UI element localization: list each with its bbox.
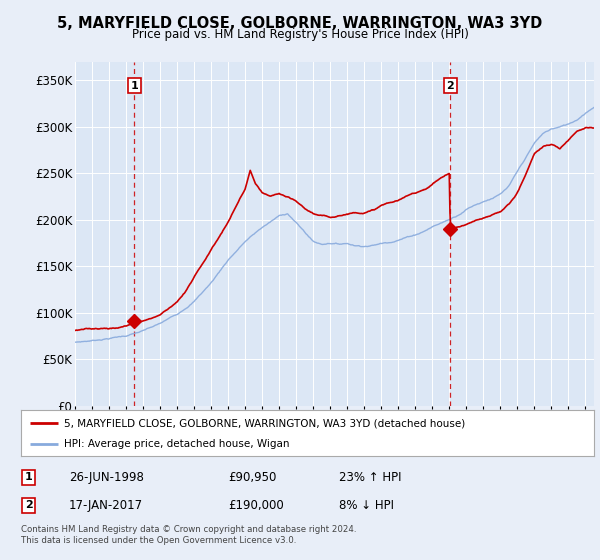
Text: 2: 2 [25, 500, 32, 510]
Text: Contains HM Land Registry data © Crown copyright and database right 2024.
This d: Contains HM Land Registry data © Crown c… [21, 525, 356, 545]
Text: 17-JAN-2017: 17-JAN-2017 [69, 498, 143, 512]
Text: 8% ↓ HPI: 8% ↓ HPI [339, 498, 394, 512]
Text: 2: 2 [446, 81, 454, 91]
Text: 26-JUN-1998: 26-JUN-1998 [69, 470, 144, 484]
Text: 1: 1 [131, 81, 138, 91]
Text: £90,950: £90,950 [228, 470, 277, 484]
Text: HPI: Average price, detached house, Wigan: HPI: Average price, detached house, Wiga… [64, 438, 289, 449]
Text: Price paid vs. HM Land Registry's House Price Index (HPI): Price paid vs. HM Land Registry's House … [131, 28, 469, 41]
Text: £190,000: £190,000 [228, 498, 284, 512]
Text: 5, MARYFIELD CLOSE, GOLBORNE, WARRINGTON, WA3 3YD: 5, MARYFIELD CLOSE, GOLBORNE, WARRINGTON… [58, 16, 542, 31]
Text: 5, MARYFIELD CLOSE, GOLBORNE, WARRINGTON, WA3 3YD (detached house): 5, MARYFIELD CLOSE, GOLBORNE, WARRINGTON… [64, 418, 465, 428]
Text: 23% ↑ HPI: 23% ↑ HPI [339, 470, 401, 484]
Text: 1: 1 [25, 472, 32, 482]
